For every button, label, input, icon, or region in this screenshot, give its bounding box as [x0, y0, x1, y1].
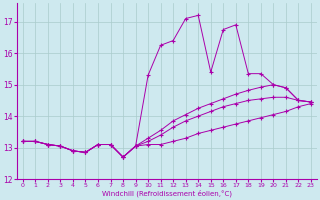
- X-axis label: Windchill (Refroidissement éolien,°C): Windchill (Refroidissement éolien,°C): [102, 190, 232, 197]
